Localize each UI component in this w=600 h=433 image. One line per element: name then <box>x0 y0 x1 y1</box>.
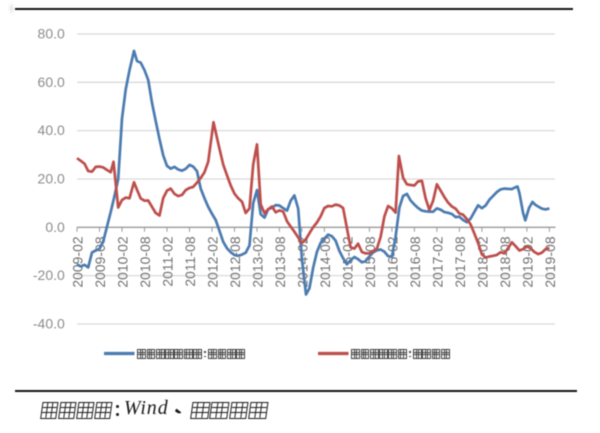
svg-text:-40.0: -40.0 <box>33 316 65 332</box>
svg-text:2010-02: 2010-02 <box>116 236 131 287</box>
svg-text:2011-02: 2011-02 <box>161 236 176 286</box>
svg-text:80.0: 80.0 <box>38 26 65 42</box>
svg-text:2012-08: 2012-08 <box>228 236 243 288</box>
svg-text:2012-02: 2012-02 <box>206 236 221 287</box>
svg-text:2016-02: 2016-02 <box>386 236 401 287</box>
svg-text:40.0: 40.0 <box>38 122 65 138</box>
svg-text:-20.0: -20.0 <box>33 267 65 283</box>
svg-text:2014-08: 2014-08 <box>318 236 333 288</box>
svg-text:2011-08: 2011-08 <box>183 236 198 287</box>
svg-text:2017-08: 2017-08 <box>453 236 468 288</box>
svg-text:2016-08: 2016-08 <box>408 236 423 288</box>
svg-text:20.0: 20.0 <box>38 171 65 187</box>
svg-text:2019-02: 2019-02 <box>521 236 536 287</box>
svg-text:2019-08: 2019-08 <box>543 236 558 288</box>
svg-text:2013-08: 2013-08 <box>273 236 288 288</box>
svg-text:0.0: 0.0 <box>45 219 65 235</box>
svg-text:2009-02: 2009-02 <box>71 236 86 287</box>
svg-text:2018-08: 2018-08 <box>498 236 513 288</box>
svg-text:2010-08: 2010-08 <box>138 236 153 288</box>
svg-text:2013-02: 2013-02 <box>251 236 266 287</box>
svg-text:2017-02: 2017-02 <box>431 236 446 287</box>
svg-text:60.0: 60.0 <box>38 74 65 90</box>
